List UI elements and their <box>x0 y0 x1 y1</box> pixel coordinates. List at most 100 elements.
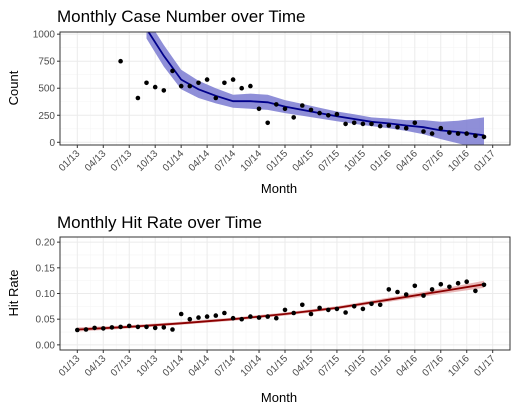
hit-rate-chart: 0.00 0.05 0.10 0.15 0.20 01/13 04/13 07/13 10/13… <box>36 236 511 379</box>
data-point <box>473 288 478 294</box>
data-point <box>334 306 340 312</box>
data-point <box>196 315 201 320</box>
data-point <box>360 306 366 312</box>
data-point <box>75 327 80 333</box>
data-point <box>481 282 487 288</box>
x-tick-label: 10/13 <box>135 353 161 379</box>
data-point <box>429 131 435 136</box>
data-point <box>101 326 106 331</box>
data-point <box>230 77 236 82</box>
data-point <box>447 130 452 135</box>
x-tick-label: 04/14 <box>187 353 213 379</box>
data-point <box>317 305 322 311</box>
data-point <box>377 123 383 129</box>
x-tick-label: 04/16 <box>394 353 420 379</box>
data-point <box>187 316 193 322</box>
data-point <box>196 80 201 86</box>
data-point <box>265 314 271 319</box>
data-point <box>187 83 193 89</box>
data-point <box>464 131 470 136</box>
data-point <box>334 111 340 117</box>
data-point <box>144 80 149 86</box>
y-tick-label: 0 <box>49 138 55 149</box>
data-point <box>317 110 322 116</box>
data-point <box>282 307 288 313</box>
data-point <box>438 125 444 131</box>
data-point <box>403 125 409 131</box>
data-point <box>473 133 478 139</box>
data-point <box>274 102 279 107</box>
x-tick-label: 01/16 <box>368 353 394 379</box>
data-point <box>256 315 262 320</box>
data-point <box>308 311 314 317</box>
x-tick-label: 10/14 <box>239 353 265 379</box>
data-point <box>386 287 392 292</box>
data-point <box>118 58 123 64</box>
data-point <box>170 68 175 74</box>
chart-title: Monthly Case Number over Time <box>57 7 305 26</box>
x-axis-label: Month <box>261 181 297 196</box>
data-point <box>170 327 175 332</box>
x-tick-label: 07/14 <box>213 353 239 379</box>
x-tick-label: 01/17 <box>472 148 498 174</box>
data-point <box>481 134 487 140</box>
x-tick-label: 10/16 <box>446 148 472 174</box>
data-point <box>403 292 409 297</box>
y-tick-label: 1000 <box>33 30 56 41</box>
x-tick-label: 07/16 <box>420 148 446 174</box>
x-tick-label: 10/15 <box>343 353 369 379</box>
y-tick-label: 0.00 <box>36 340 56 351</box>
x-tick-label: 01/15 <box>265 148 291 174</box>
x-tick-label: 01/14 <box>161 148 187 174</box>
x-tick-label: 04/15 <box>291 148 317 174</box>
x-tick-label: 01/13 <box>57 353 83 379</box>
data-point <box>360 121 366 127</box>
confidence-band <box>77 280 485 332</box>
data-point <box>213 313 219 318</box>
data-point <box>421 129 426 134</box>
x-tick-label: 04/13 <box>83 148 109 174</box>
data-point <box>230 315 236 321</box>
x-tick-label: 07/13 <box>109 148 135 174</box>
data-point <box>256 106 262 112</box>
x-tick-label: 10/16 <box>446 353 472 379</box>
x-tick-label: 04/16 <box>394 148 420 174</box>
x-axis-label: Month <box>261 390 297 405</box>
data-point <box>118 324 123 330</box>
data-point <box>144 324 149 330</box>
data-point <box>135 324 141 330</box>
x-tick-label: 10/14 <box>239 148 265 174</box>
data-point <box>351 304 357 309</box>
data-point <box>308 107 314 113</box>
data-point <box>291 310 297 316</box>
data-point <box>178 83 184 89</box>
data-point <box>126 323 132 329</box>
data-point <box>248 314 253 319</box>
data-point <box>343 121 348 127</box>
x-tick-label: 04/14 <box>187 148 213 174</box>
y-tick-label: 500 <box>38 84 55 95</box>
x-tick-label: 01/14 <box>161 353 187 379</box>
data-point <box>421 293 426 298</box>
plot-area <box>75 279 487 333</box>
data-point <box>204 314 210 319</box>
data-point <box>265 120 271 126</box>
data-point <box>326 307 331 313</box>
data-point <box>178 311 184 317</box>
data-point <box>161 325 167 330</box>
x-tick-label: 01/17 <box>472 353 498 379</box>
data-point <box>395 289 400 295</box>
plot-area <box>118 32 487 145</box>
data-point <box>412 283 418 289</box>
data-point <box>386 123 392 128</box>
y-tick-label: 250 <box>38 111 55 122</box>
data-point <box>300 103 305 108</box>
x-tick-label: 07/13 <box>109 353 135 379</box>
x-tick-label: 04/15 <box>291 353 317 379</box>
data-point <box>412 120 418 126</box>
x-tick-label: 10/13 <box>135 148 161 174</box>
y-tick-label: 0.15 <box>36 263 56 274</box>
x-tick-label: 07/15 <box>317 148 343 174</box>
